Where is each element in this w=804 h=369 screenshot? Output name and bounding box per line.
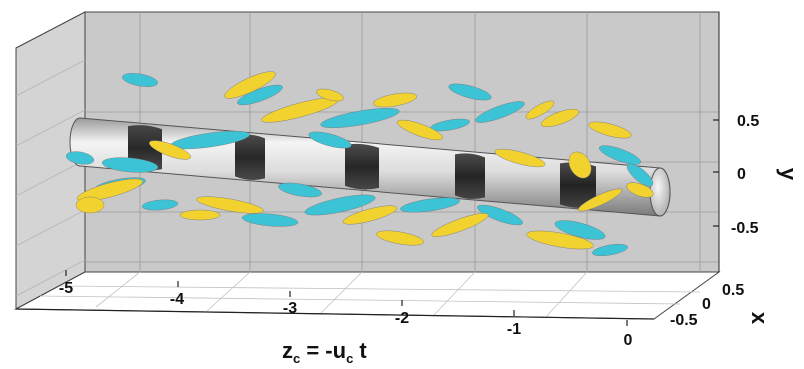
positive-isosurface-blob	[149, 140, 191, 160]
negative-isosurface-blob	[448, 83, 492, 101]
positive-isosurface-blob	[626, 182, 654, 198]
tick-marks	[65, 119, 719, 326]
positive-isosurface-blob	[397, 119, 443, 141]
cylinder-dark-band	[235, 134, 265, 180]
z-axis-title: zc = -uc t	[282, 338, 367, 366]
positive-isosurface-blob	[373, 92, 417, 108]
negative-isosurface-blob	[122, 73, 158, 87]
negative-isosurface-blob	[592, 243, 628, 257]
x-tick-label: 0.5	[722, 282, 744, 299]
negative-isosurface-blob	[477, 204, 523, 226]
gridline	[544, 271, 588, 319]
positive-isosurface-blob	[494, 148, 546, 168]
y-axis-title: y	[776, 168, 801, 181]
z-tick-label: 0	[624, 332, 633, 349]
z-tick-label: -2	[395, 310, 409, 327]
negative-isosurface-blob	[320, 108, 400, 128]
gridline	[15, 59, 86, 97]
x-axis-title: x	[747, 312, 772, 325]
cylinder-dark-band	[345, 143, 379, 190]
gridline	[15, 159, 86, 197]
positive-isosurface-blob	[525, 100, 555, 120]
positive-isosurface-blob	[577, 188, 623, 212]
z-tick-label: -4	[170, 291, 184, 308]
y-tick-label: -0.5	[731, 220, 759, 237]
negative-isosurface-blob	[278, 182, 322, 198]
negative-isosurface-blob	[308, 131, 352, 149]
isosurfaces	[65, 71, 654, 257]
negative-isosurface-blob	[101, 157, 159, 173]
z-tick-label: -1	[507, 321, 521, 338]
gridline	[206, 271, 251, 312]
negative-isosurface-blob	[626, 163, 654, 187]
x-tick-label: -0.5	[670, 312, 698, 329]
positive-isosurface-blob	[76, 178, 144, 202]
negative-isosurface-blob	[304, 194, 376, 216]
cylinder-dark-band	[455, 153, 485, 199]
positive-isosurface-blob	[316, 88, 344, 102]
x-tick-label: 0	[702, 296, 711, 313]
positive-isosurface-blob	[75, 196, 105, 214]
gridline	[15, 109, 86, 147]
z-tick-label: -3	[283, 300, 297, 317]
gridline	[59, 285, 701, 293]
y-tick-label: 0	[737, 166, 746, 183]
positive-isosurface-blob	[196, 196, 264, 214]
gridline	[15, 209, 86, 247]
axis-lines	[15, 12, 720, 320]
negative-isosurface-blob	[599, 145, 641, 165]
positive-isosurface-blob	[224, 71, 276, 99]
gridline	[432, 271, 476, 317]
gridline	[15, 259, 86, 297]
negative-isosurface-blob	[237, 84, 283, 106]
positive-isosurface-blob	[588, 121, 632, 139]
positive-isosurface-blob	[540, 108, 580, 128]
gridline	[95, 271, 141, 308]
negative-isosurface-blob	[141, 199, 179, 211]
gridlines	[15, 12, 719, 319]
positive-isosurface-blob	[342, 205, 398, 225]
positive-isosurface-blob	[179, 209, 221, 221]
negative-isosurface-blob	[65, 151, 95, 165]
gridline	[319, 271, 363, 315]
negative-isosurface-blob	[400, 197, 460, 213]
negative-isosurface-blob	[475, 101, 525, 123]
z-tick-label: -5	[59, 280, 73, 297]
positive-isosurface-blob	[376, 230, 424, 246]
floor	[14, 271, 721, 320]
negative-isosurface-blob	[241, 213, 299, 227]
positive-isosurface-blob	[431, 213, 489, 237]
positive-isosurface-blob	[526, 230, 594, 250]
negative-isosurface-blob	[554, 220, 606, 240]
positive-isosurface-blob	[568, 151, 592, 179]
y-tick-label: 0.5	[737, 113, 759, 130]
gridline	[39, 295, 681, 305]
